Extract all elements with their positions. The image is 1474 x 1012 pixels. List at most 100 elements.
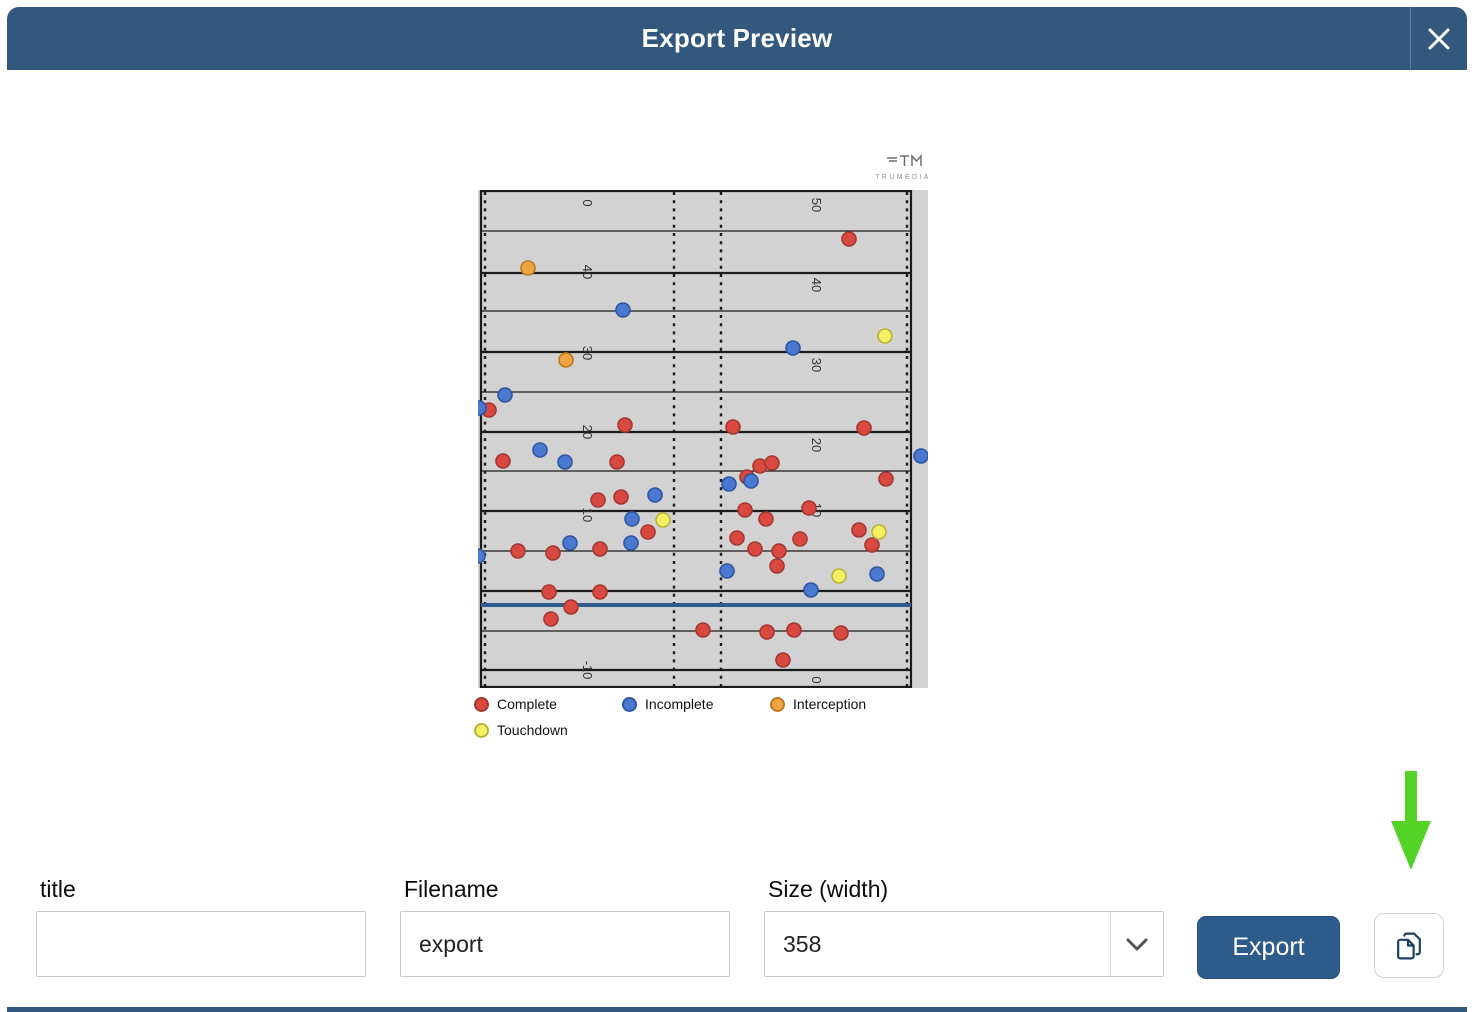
complete-dot [737,502,753,518]
incomplete-dot [532,442,548,458]
complete-dot [769,558,785,574]
incomplete-dot [721,476,737,492]
green-arrow-annotation [1391,771,1431,870]
complete-dot [801,500,817,516]
trumedia-logo-text: TRUMEDIA [875,174,931,181]
legend-label: Incomplete [645,696,714,712]
complete-dot [747,541,763,557]
filename-field-label: Filename [404,876,499,902]
yard-number: 40 [580,265,595,279]
legend-item-incomplete: Incomplete [622,696,770,712]
yard-number: 20 [580,425,595,439]
export-button[interactable]: Export [1197,916,1340,979]
incomplete-dot [803,582,819,598]
complete-dot [541,584,557,600]
incomplete-dot [557,454,573,470]
complete-dot [775,652,791,668]
complete-dot [545,545,561,561]
complete-dot [495,453,511,469]
touchdown-legend-dot [474,722,489,738]
touchdown-dot [871,524,887,540]
copy-button[interactable] [1374,913,1444,978]
complete-dot [725,419,741,435]
complete-dot [510,543,526,559]
yard-number: 30 [809,358,824,372]
complete-dot [543,611,559,627]
incomplete-dot [869,566,885,582]
incomplete-dot [562,535,578,551]
incomplete-dot [478,400,487,416]
interception-dot [520,260,536,276]
complete-dot [856,420,872,436]
interception-dot [558,352,574,368]
incomplete-dot [497,387,513,403]
yard-number: 40 [809,278,824,292]
incomplete-dot [743,473,759,489]
legend-item-complete: Complete [474,696,622,712]
close-icon [1428,28,1450,49]
yard-number: 0 [809,676,824,683]
complete-dot [759,624,775,640]
legend-item-touchdown: Touchdown [474,722,622,738]
touchdown-dot [655,512,671,528]
legend-item-interception: Interception [770,696,918,712]
close-button[interactable] [1410,7,1467,70]
incomplete-dot [624,511,640,527]
title-field-label: title [40,876,76,902]
incomplete-legend-dot [622,696,637,712]
yard-number: 10 [580,508,595,522]
legend-label: Touchdown [497,722,568,738]
complete-dot [563,599,579,615]
yard-number: -10 [580,661,595,680]
modal-header: Export Preview [7,7,1467,70]
complete-dot [609,454,625,470]
complete-dot [613,489,629,505]
chart-legend: Complete Incomplete Interception Touchdown [474,696,934,748]
trumedia-logo: TRUMEDIA [864,153,942,181]
interception-legend-dot [770,696,785,712]
field-bg [478,190,928,688]
modal-title: Export Preview [641,23,833,53]
complete-dot [851,522,867,538]
size-width-combobox[interactable] [764,911,1164,977]
complete-dot [771,543,787,559]
yard-number: 20 [809,438,824,452]
incomplete-dot [913,448,928,464]
complete-dot [792,531,808,547]
filename-input[interactable] [400,911,730,977]
incomplete-dot [615,302,631,318]
size-width-input[interactable] [765,912,1110,976]
touchdown-dot [831,568,847,584]
copy-icon [1396,932,1421,959]
complete-dot [590,492,606,508]
legend-label: Complete [497,696,557,712]
complete-dot [640,524,656,540]
incomplete-dot [623,535,639,551]
complete-dot [833,625,849,641]
title-input[interactable] [36,911,366,977]
complete-dot [695,622,711,638]
yard-number: 30 [580,346,595,360]
complete-dot [617,417,633,433]
complete-dot [878,471,894,487]
complete-dot [764,455,780,471]
incomplete-dot [647,487,663,503]
complete-dot [592,584,608,600]
incomplete-dot [719,563,735,579]
complete-dot [864,537,880,553]
trumedia-logo-icon [887,154,922,166]
legend-label: Interception [793,696,867,712]
modal-bottom-edge [7,1007,1467,1012]
complete-dot [592,541,608,557]
size-dropdown-toggle[interactable] [1110,912,1163,976]
yard-number: 50 [809,198,824,212]
incomplete-dot [478,548,486,564]
incomplete-dot [785,340,801,356]
touchdown-dot [877,328,893,344]
complete-legend-dot [474,696,489,712]
chevron-down-icon [1126,938,1148,950]
complete-dot [758,511,774,527]
complete-dot [786,622,802,638]
